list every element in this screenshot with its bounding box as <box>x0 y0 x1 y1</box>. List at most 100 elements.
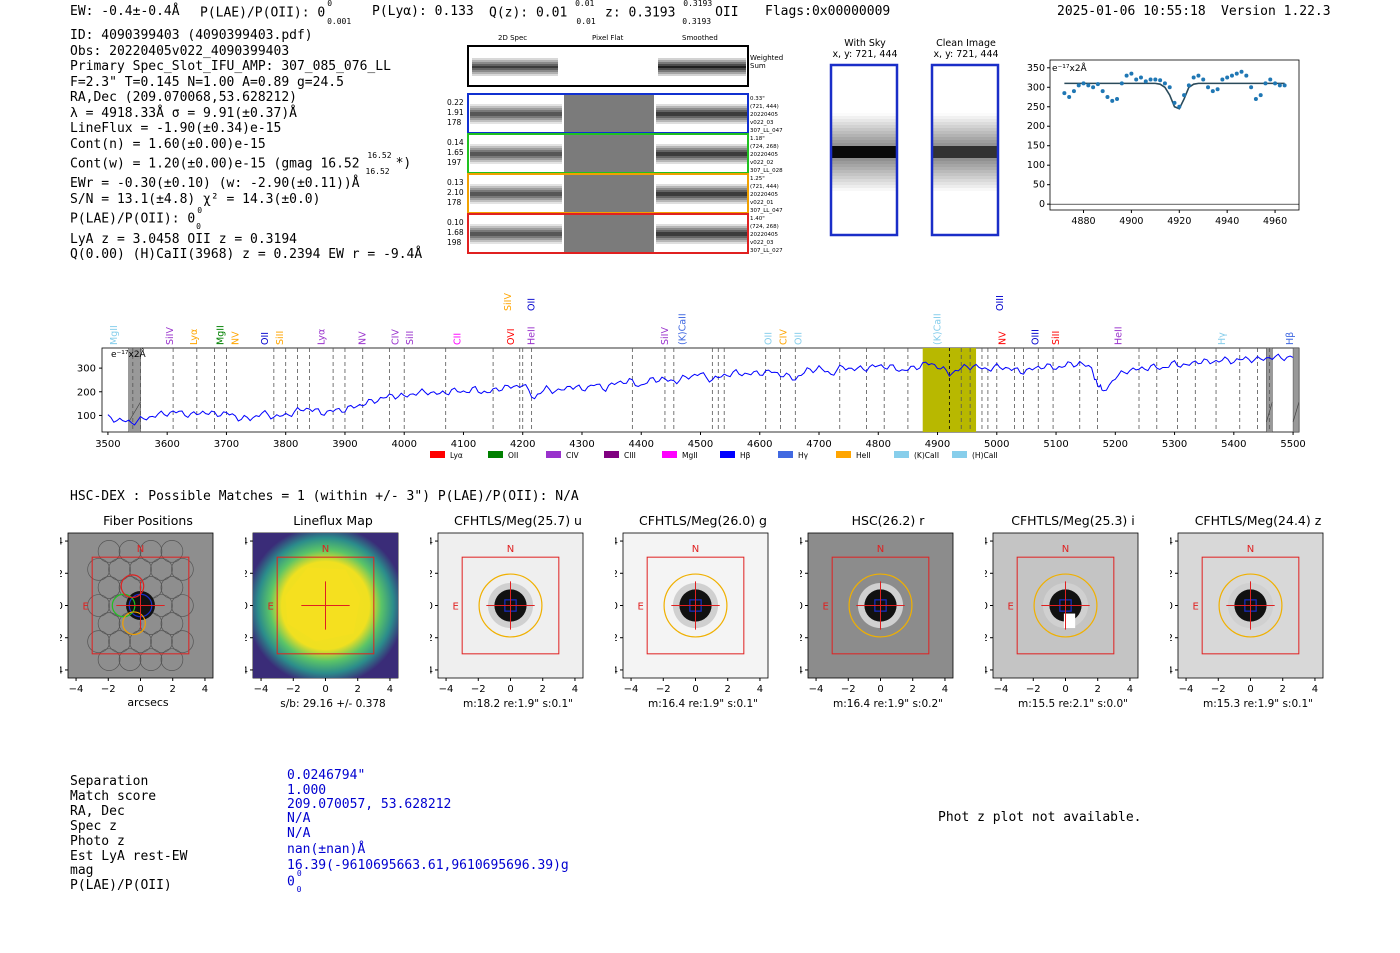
zoom-data-point <box>1124 73 1129 78</box>
tile-xtick-label: −2 <box>656 684 671 695</box>
row-meta: 1.18" <box>750 136 765 142</box>
tile-ytick-label: −4 <box>1170 665 1173 676</box>
zoom-data-point <box>1253 96 1258 101</box>
tile-ytick-label: 4 <box>60 537 63 548</box>
match-label: Spec z <box>70 819 117 834</box>
legend-label: OII <box>508 451 518 460</box>
tile-title: HSC(26.2) r <box>851 513 925 528</box>
legend-swatch <box>430 451 445 458</box>
tile-xtick-label: 2 <box>1095 684 1101 695</box>
spectral-line-label: Lyα <box>316 329 327 345</box>
zoom-plot-area <box>1049 59 1300 211</box>
match-label: mag <box>70 863 94 878</box>
spectral-line-label: MgII <box>216 325 227 345</box>
row-meta: v022_02 <box>750 160 774 166</box>
spec2d-row <box>467 93 749 134</box>
zoom-ytick-label: 200 <box>1027 121 1045 132</box>
tile-xtick-label: 0 <box>322 684 328 695</box>
tile-xtick-label: 2 <box>1280 684 1286 695</box>
fiber-circle <box>160 540 184 563</box>
tile-xtick-label: 0 <box>1247 684 1253 695</box>
info-lya-z: LyA z = 3.0458 OII z = 0.3194 <box>70 231 297 247</box>
spectral-line-label: CII <box>453 333 464 345</box>
spectral-line-label: SiIV <box>165 327 176 345</box>
tile-image: N E −4 −4 −2 −2 0 0 2 2 4 4 <box>430 532 584 695</box>
tile-ytick-label: 4 <box>615 537 618 548</box>
clean-image-title: Clean Image x, y: 721, 444 <box>933 38 999 60</box>
tile-ytick-label: −4 <box>800 665 803 676</box>
legend-swatch <box>952 451 967 458</box>
tile-caption: m:15.5 re:2.1" s:0.0" <box>1018 698 1128 710</box>
row-stat: 1.68 <box>447 228 464 237</box>
fiber-circle <box>129 630 152 653</box>
row-meta: 307_LL_028 <box>750 168 783 174</box>
north-label: N <box>877 544 884 555</box>
zoom-ytick-label: 150 <box>1027 141 1045 152</box>
weighted-sum-strips <box>472 50 746 82</box>
tile-ytick-label: −2 <box>800 633 803 644</box>
match-label: Photo z <box>70 834 125 849</box>
full-scale-label: e⁻¹⁷x2Å <box>111 348 147 360</box>
with-sky-title: With Sky x, y: 721, 444 <box>832 38 898 60</box>
spec2d-row-stats: 0.14 1.65 197 <box>447 138 464 168</box>
fiber-circle <box>160 576 184 599</box>
tile-caption: m:16.4 re:1.9" s:0.2" <box>833 698 943 710</box>
zoom-xtick-label: 4940 <box>1215 216 1239 227</box>
row-meta: 307_LL_047 <box>750 128 783 134</box>
tile-ytick-label: −2 <box>60 633 63 644</box>
legend-swatch <box>720 451 735 458</box>
spectral-line-label: Lyα <box>189 329 200 345</box>
fiber-circle <box>160 612 184 635</box>
cutout-tile: N E −4 −4 −2 −2 0 0 2 2 4 4 HSC(26.2) r m:16.4 re:1.9… <box>800 513 970 713</box>
zoom-scale-label: e⁻¹⁷x2Å <box>1052 62 1088 74</box>
north-label: N <box>137 544 144 555</box>
zoom-fit-line <box>1064 82 1285 110</box>
search-box <box>91 556 190 655</box>
full-xtick-label: 4800 <box>866 439 891 450</box>
tile-xtick-label: −2 <box>1211 684 1226 695</box>
spectral-line-label: SiII <box>405 331 416 345</box>
row-meta: 20220405 <box>750 232 778 238</box>
tile-ytick-label: 0 <box>615 601 618 612</box>
full-ytick-label: 300 <box>77 364 96 375</box>
zoom-data-point <box>1067 95 1072 100</box>
zoom-data-point <box>1201 77 1206 82</box>
zoom-data-point <box>1086 83 1091 88</box>
zoom-data-point <box>1239 69 1244 74</box>
match-value: nan(±nan)Å <box>287 842 366 857</box>
zoom-data-point <box>1134 77 1139 82</box>
spectral-line-label: (K)CaII <box>678 313 689 345</box>
tile-xtick-label: 4 <box>1312 684 1318 695</box>
sky-cutouts <box>829 63 1000 237</box>
zoom-data-point <box>1225 75 1230 80</box>
fiber-circle <box>171 630 194 653</box>
zoom-data-point <box>1229 73 1234 78</box>
full-spectrum-chart: 100 200 300 3500 3600 3700 3800 3900 4000 4100 420… <box>77 293 1306 460</box>
tile-xtick-label: 4 <box>757 684 763 695</box>
zoom-data-point <box>1196 73 1201 78</box>
tile-xtick-label: 0 <box>877 684 883 695</box>
east-label: E <box>1193 602 1199 613</box>
tile-caption: s/b: 29.16 +/- 0.378 <box>280 698 386 710</box>
tile-ytick-label: −4 <box>60 665 63 676</box>
cutout-tile: N E −4 −4 −2 −2 0 0 2 2 4 4 Lineflux Map s/b: 29.16 +… <box>245 513 415 713</box>
spectral-line-label: NV <box>358 331 369 345</box>
row-stat: 2.10 <box>447 188 464 197</box>
tile-image: N E −4 −4 −2 −2 0 0 2 2 4 4 <box>615 532 769 695</box>
tile-title: Fiber Positions <box>103 513 193 528</box>
pixel-flat <box>564 135 654 172</box>
full-xtick-label: 5000 <box>984 439 1009 450</box>
north-label: N <box>1062 544 1069 555</box>
fiber-circle <box>160 648 184 671</box>
tile-xtick-label: −2 <box>101 684 116 695</box>
full-xtick-label: 5200 <box>1103 439 1128 450</box>
spectral-line-label: SiII <box>275 331 286 345</box>
tile-ytick-label: −2 <box>245 633 248 644</box>
tile-ytick-label: 2 <box>985 569 988 580</box>
cutout-frame <box>930 63 1000 237</box>
tile-xtick-label: −4 <box>1179 684 1194 695</box>
match-value: 000 <box>287 869 302 894</box>
pixel-flat <box>564 95 654 132</box>
tile-ytick-label: −2 <box>430 633 433 644</box>
zoom-data-point <box>1234 71 1239 76</box>
